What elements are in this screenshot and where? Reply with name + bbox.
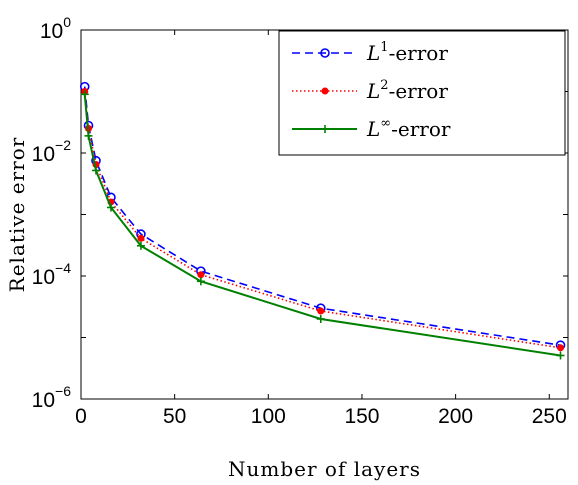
data-point-2 [196,277,205,286]
legend-label-1: L2-error [366,78,448,103]
y-tick-label: 100 [40,14,71,43]
tick-labels: 0 50 100 150 200 250 10−6 10−4 10−2 100 [32,14,567,428]
data-point-1 [557,344,565,352]
plot-series [79,81,566,360]
data-point-1 [197,271,205,279]
data-point-2 [106,203,115,212]
y-tick-label: 10−6 [32,383,72,412]
x-tick-label: 250 [532,405,567,428]
data-point-2 [136,241,145,250]
y-axis-label: Relative error [5,137,29,293]
legend-marker-0 [320,48,330,58]
y-tick-label: 10−4 [32,260,72,289]
legend-label-0: L1-error [366,40,448,65]
data-point-2 [556,351,565,360]
x-tick-label: 100 [251,405,286,428]
data-point-2 [316,314,325,323]
data-point-2 [84,131,93,140]
data-point-1 [137,234,145,242]
data-point-1 [317,307,325,315]
series-line-2 [83,94,561,357]
x-tick-label: 0 [75,405,87,428]
legend-label-2: L∞-error [366,116,451,141]
data-point-2 [80,90,89,99]
x-tick-label: 200 [438,405,473,428]
data-point-2 [91,166,100,175]
x-tick-label: 50 [163,405,186,428]
legend-marker-1 [321,87,329,95]
y-tick-label: 10−2 [32,137,72,166]
legend-marker-2 [321,125,329,133]
x-axis-label: Number of layers [228,457,421,481]
x-tick-label: 150 [344,405,379,428]
legend: L1-error L2-error L∞-error [278,30,566,156]
